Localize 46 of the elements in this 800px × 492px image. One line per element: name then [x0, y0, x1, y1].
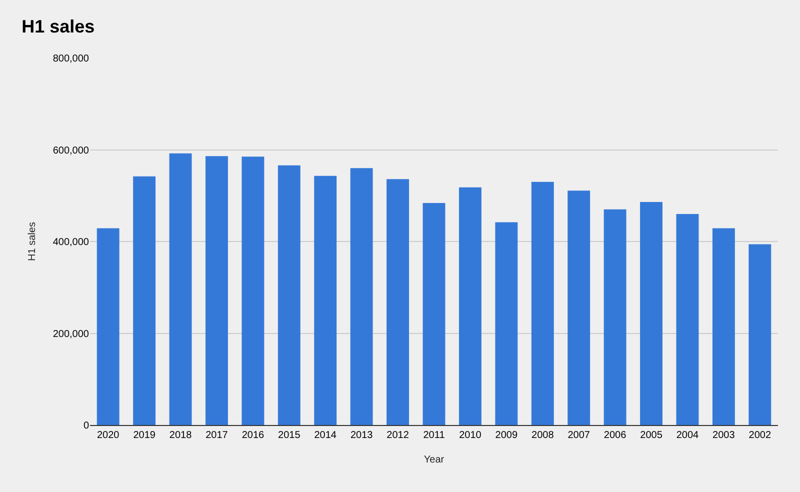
- bar: [640, 202, 662, 425]
- bar: [531, 182, 554, 425]
- y-tick-label: 800,000: [52, 54, 90, 64]
- bar: [133, 176, 156, 425]
- bar: [495, 222, 518, 425]
- bar: [568, 190, 590, 425]
- bar: [676, 214, 699, 425]
- bar: [96, 228, 120, 425]
- x-tick-label: 2015: [278, 430, 301, 441]
- bar: [278, 165, 300, 425]
- chart-title: H1 sales: [22, 16, 95, 36]
- x-tick-label: 2009: [495, 430, 518, 441]
- x-tick-label: 2013: [350, 430, 374, 441]
- x-tick-label: 2019: [133, 430, 156, 441]
- x-tick-label: 2008: [532, 430, 554, 441]
- bar: [748, 244, 772, 425]
- x-tick-label: 2003: [712, 430, 736, 441]
- bar: [386, 179, 410, 425]
- x-tick-label: 2017: [206, 430, 228, 441]
- x-tick-label: 2020: [96, 430, 120, 441]
- bar: [206, 156, 228, 425]
- bar: [422, 202, 446, 425]
- x-tick-label: 2010: [459, 430, 482, 441]
- bar: [314, 176, 337, 425]
- bar: [604, 209, 626, 425]
- y-tick-label: 400,000: [52, 237, 90, 248]
- x-tick-label: 2002: [748, 430, 772, 441]
- y-tick-label: 600,000: [52, 145, 90, 156]
- x-tick-label: 2007: [568, 430, 590, 441]
- x-tick-label: 2011: [423, 430, 446, 441]
- x-tick-label: 2014: [314, 430, 337, 441]
- y-tick-label: 0: [83, 420, 90, 432]
- x-tick-label: 2004: [676, 430, 700, 441]
- x-tick-label: 2006: [604, 430, 627, 441]
- x-tick-label: 2012: [386, 430, 410, 441]
- bar: [169, 153, 192, 425]
- bar: [242, 156, 264, 425]
- x-tick-label: 2018: [169, 430, 192, 441]
- x-axis-title: Year: [424, 454, 445, 466]
- x-tick-label: 2016: [242, 430, 265, 441]
- x-tick-label: 2005: [640, 430, 663, 441]
- y-tick-label: 200,000: [52, 328, 90, 340]
- y-axis-title: H1 sales: [26, 222, 38, 261]
- bar: [712, 228, 735, 425]
- bar: [458, 187, 482, 425]
- bar: [350, 168, 373, 425]
